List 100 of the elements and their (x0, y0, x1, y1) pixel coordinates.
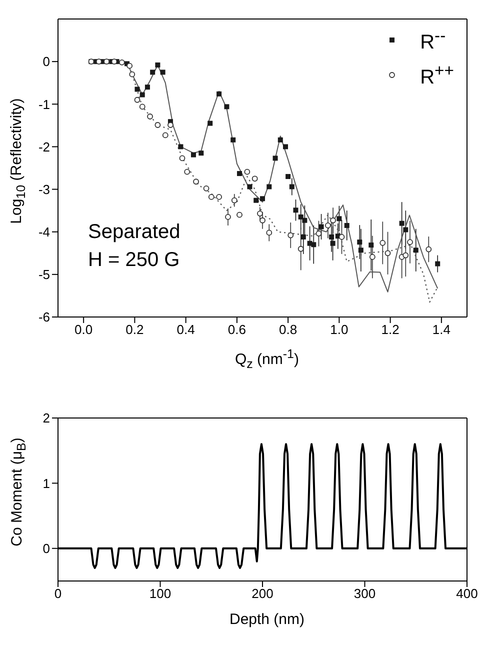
point (329, 234, 334, 240)
point (111, 58, 118, 65)
point (236, 171, 242, 176)
point (129, 71, 136, 78)
point (154, 122, 161, 128)
point (260, 196, 265, 202)
legend-label: R$^{--}$ (420, 26, 446, 55)
y-tick-label: -2 (38, 139, 50, 154)
point (256, 210, 263, 216)
point (208, 120, 213, 126)
point (168, 122, 174, 128)
point (407, 239, 413, 246)
x-tick-label: 300 (354, 586, 376, 602)
point (162, 132, 168, 138)
x-tick-label: 100 (149, 586, 172, 602)
point (288, 232, 294, 238)
point (272, 156, 278, 161)
point (198, 150, 204, 156)
legend-label: R$^{++}$ (420, 60, 454, 90)
point (369, 254, 376, 260)
x-axis-title: Depth (nm) (228, 611, 306, 628)
x-tick-label: 0.2 (126, 322, 144, 338)
point (266, 184, 272, 190)
point (216, 194, 222, 200)
point (402, 252, 409, 258)
annotation: Separated (88, 220, 180, 245)
y-tick-label: 0 (42, 54, 50, 70)
point (300, 234, 306, 240)
point (426, 246, 432, 252)
point (139, 104, 146, 110)
point (318, 224, 324, 230)
point (140, 92, 145, 98)
y-tick-label: -6 (38, 310, 50, 325)
point (193, 178, 199, 185)
point (230, 137, 236, 142)
point (252, 176, 258, 182)
point (435, 261, 440, 266)
point (338, 234, 345, 240)
point (403, 227, 408, 232)
x-tick-label: 0.6 (228, 322, 246, 338)
x-tick-label: 1.0 (330, 322, 348, 338)
point (216, 91, 222, 96)
point (289, 184, 294, 190)
annotation: H = 250 G (88, 248, 180, 273)
x-tick-label: 0 (54, 586, 62, 602)
point (384, 250, 391, 256)
point (160, 70, 166, 75)
point (96, 58, 102, 65)
point (224, 104, 230, 110)
x-tick-label: 0.0 (74, 322, 93, 338)
point (134, 86, 140, 92)
point (324, 222, 331, 228)
point (236, 212, 242, 218)
y-tick-label: -1 (38, 96, 50, 112)
point (134, 96, 140, 103)
point (316, 230, 322, 237)
point (231, 197, 238, 204)
point (147, 114, 153, 120)
y-tick-label: 2 (42, 410, 50, 426)
point (336, 216, 342, 222)
y-tick-label: 1 (42, 476, 50, 491)
point (144, 84, 150, 90)
point (179, 155, 186, 162)
point (357, 240, 362, 245)
point (254, 198, 259, 203)
y-tick-label: -4 (38, 224, 50, 240)
point (330, 217, 336, 224)
point (311, 242, 316, 248)
point (155, 62, 160, 68)
point (298, 214, 304, 220)
point (150, 70, 156, 75)
point (413, 248, 418, 253)
point (330, 240, 336, 246)
point (118, 59, 125, 66)
point (203, 185, 210, 192)
point (399, 220, 404, 226)
point (208, 194, 214, 200)
point (286, 174, 291, 180)
point (278, 137, 283, 142)
x-tick-label: 1.4 (432, 322, 450, 338)
y-tick-label: 0 (42, 541, 50, 556)
point (298, 246, 304, 252)
point (358, 248, 364, 253)
x-tick-label: 1.2 (381, 322, 400, 338)
point (190, 152, 196, 158)
point (126, 62, 133, 69)
point (266, 230, 272, 236)
x-tick-label: 0.8 (279, 322, 298, 338)
x-axis-title: Q$_{z}$ (nm$^{-1}$) (234, 347, 300, 371)
point (260, 217, 266, 224)
point (283, 144, 288, 150)
point (244, 168, 250, 175)
point (368, 242, 374, 248)
point (178, 144, 184, 150)
x-tick-label: 0.4 (176, 322, 195, 338)
point (380, 240, 386, 246)
point (184, 168, 190, 175)
point (225, 214, 231, 220)
point (302, 218, 308, 223)
y-tick-label: -5 (38, 267, 50, 282)
